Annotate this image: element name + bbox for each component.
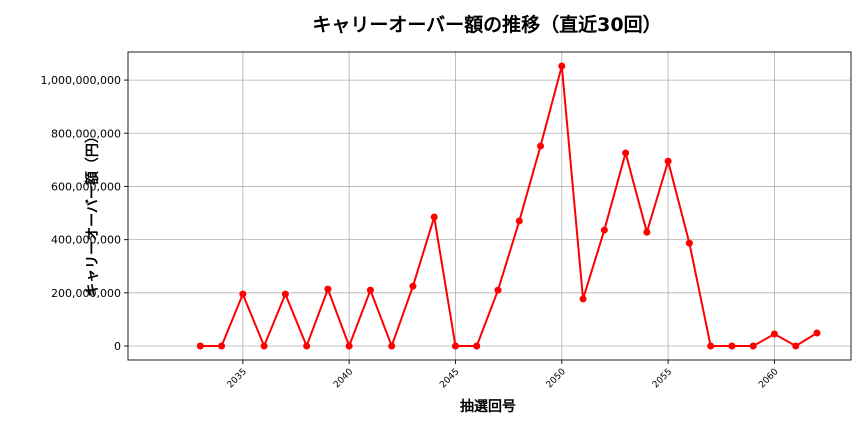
data-point xyxy=(579,295,587,303)
data-point xyxy=(537,142,545,150)
data-point xyxy=(515,217,523,225)
data-point xyxy=(558,62,566,70)
data-point xyxy=(239,290,247,298)
y-tick-label: 1,000,000,000 xyxy=(41,74,121,87)
data-point xyxy=(409,282,417,290)
data-point xyxy=(218,342,226,350)
data-point xyxy=(749,342,757,350)
data-point xyxy=(643,228,651,236)
data-point xyxy=(303,342,311,350)
y-tick-label: 400,000,000 xyxy=(51,234,121,247)
data-point xyxy=(196,342,204,350)
data-point xyxy=(600,226,608,234)
data-point xyxy=(366,286,374,294)
data-point xyxy=(260,342,268,350)
data-point xyxy=(451,342,459,350)
data-point xyxy=(345,342,353,350)
data-point xyxy=(324,285,332,293)
data-point xyxy=(281,290,289,298)
data-point xyxy=(813,329,821,337)
y-tick-label: 0 xyxy=(114,340,121,353)
data-point xyxy=(792,342,800,350)
data-point xyxy=(473,342,481,350)
data-point xyxy=(430,213,438,221)
x-tick-label: 2035 xyxy=(226,367,249,390)
y-axis-label: キャリーオーバー額（円） xyxy=(84,129,101,297)
data-line xyxy=(200,65,818,349)
x-tick-label: 2050 xyxy=(545,367,568,390)
y-tick-label: 800,000,000 xyxy=(51,127,121,140)
plot-frame xyxy=(127,51,852,361)
x-axis-label: 抽選回号 xyxy=(460,399,516,415)
x-tick-label: 2045 xyxy=(438,367,461,390)
data-point xyxy=(494,286,502,294)
data-point xyxy=(622,149,630,157)
data-point xyxy=(770,330,778,338)
data-point xyxy=(388,342,396,350)
chart-title: キャリーオーバー額の推移（直近30回） xyxy=(312,14,662,36)
y-tick-label: 200,000,000 xyxy=(51,287,121,300)
x-tick-label: 2040 xyxy=(332,367,355,390)
y-tick-label: 600,000,000 xyxy=(51,180,121,193)
data-point xyxy=(664,157,672,165)
data-point xyxy=(707,342,715,350)
x-tick-label: 2060 xyxy=(757,367,780,390)
data-point xyxy=(685,239,693,247)
x-tick-label: 2055 xyxy=(651,367,674,390)
data-point xyxy=(728,342,736,350)
